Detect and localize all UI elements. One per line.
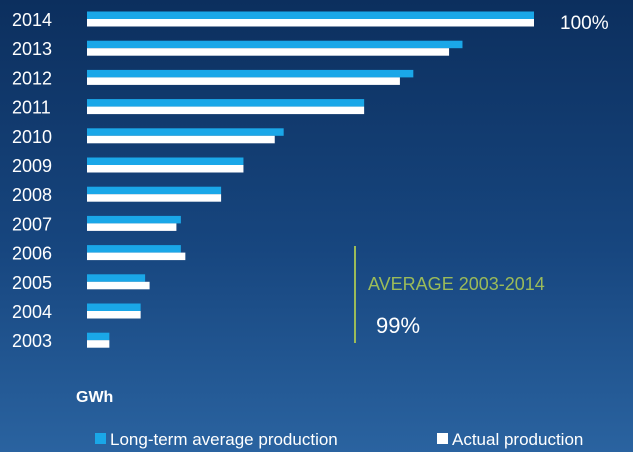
legend-label-actual: Actual production [452,430,583,449]
average-value: 99% [376,313,420,338]
y-tick-2014: 2014 [12,10,52,30]
bar-long-term-2004 [87,304,141,312]
bar-long-term-2014 [87,12,534,20]
bar-long-term-2003 [87,333,109,341]
y-tick-2010: 2010 [12,127,52,147]
bar-series [87,12,534,348]
bar-actual-2003 [87,340,109,348]
y-tick-2009: 2009 [12,156,52,176]
y-tick-2005: 2005 [12,273,52,293]
bar-long-term-2013 [87,41,462,49]
bar-actual-2010 [87,136,275,144]
y-tick-2006: 2006 [12,244,52,264]
y-tick-labels: 2014 2013 2012 2011 2010 2009 2008 2007 2006 2005… [12,10,52,351]
bar-actual-2005 [87,282,150,290]
bar-long-term-2011 [87,99,364,107]
legend-label-long-term: Long-term average production [110,430,338,449]
bar-actual-2007 [87,223,176,231]
legend-swatch-actual [437,433,448,444]
y-tick-2012: 2012 [12,68,52,88]
y-tick-2008: 2008 [12,185,52,205]
y-tick-2011: 2011 [12,98,51,118]
bar-actual-2006 [87,253,185,261]
bar-actual-2009 [87,165,243,173]
y-tick-2004: 2004 [12,302,52,322]
bar-long-term-2009 [87,158,243,166]
bar-actual-2008 [87,194,221,202]
top-bar-label: 100% [560,13,609,34]
bar-long-term-2010 [87,128,284,136]
bar-actual-2013 [87,48,449,56]
bar-actual-2014 [87,19,534,27]
legend-swatch-long-term [95,433,106,444]
bar-long-term-2005 [87,274,145,282]
bar-actual-2011 [87,107,364,115]
unit-label: GWh [76,389,113,406]
y-tick-2007: 2007 [12,214,52,234]
bar-actual-2012 [87,77,400,85]
bar-long-term-2008 [87,187,221,195]
bar-long-term-2006 [87,245,181,253]
bar-actual-2004 [87,311,141,319]
y-tick-2013: 2013 [12,39,52,59]
bar-long-term-2012 [87,70,413,78]
bar-long-term-2007 [87,216,181,224]
y-tick-2003: 2003 [12,331,52,351]
legend: Long-term average production Actual prod… [95,430,583,449]
average-label: AVERAGE 2003-2014 [368,274,545,294]
